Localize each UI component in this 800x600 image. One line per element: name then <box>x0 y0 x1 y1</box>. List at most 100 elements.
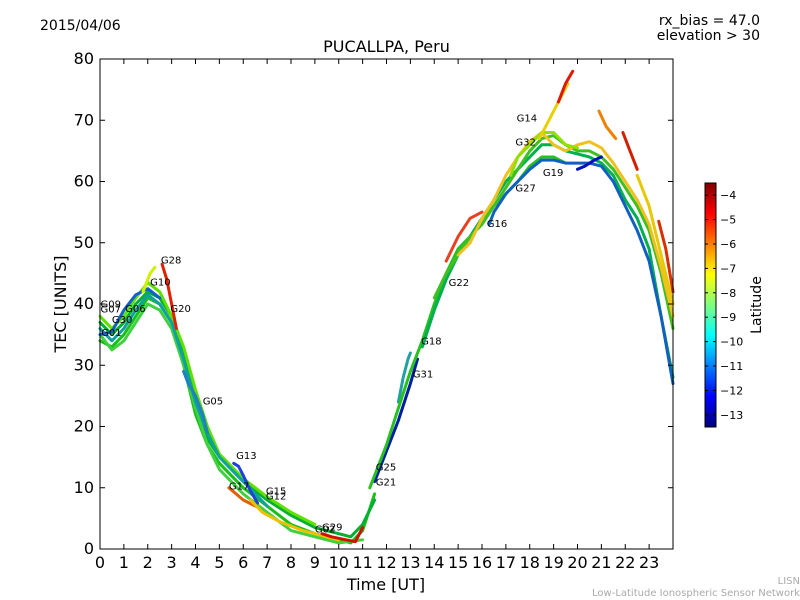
tec-series-line-24 <box>556 69 575 104</box>
x-tick-label: 19 <box>543 553 563 572</box>
sat-label-g15: G15 <box>266 487 286 498</box>
tec-series-line-25 <box>576 155 603 171</box>
sat-label-g22: G22 <box>449 278 469 289</box>
latitude-colorbar: −4 −5 −6 −7 −8 −9 −10 −11 −12 −13 <box>704 182 743 428</box>
tec-series-line-5 <box>98 293 269 508</box>
sat-label-g30: G30 <box>112 315 132 326</box>
colorbar-tick-label: −9 <box>720 311 736 324</box>
tec-series-line-27 <box>621 131 639 171</box>
tec-series-line-10 <box>232 461 260 505</box>
footer-network: Low-Latitude Ionospheric Sensor Network <box>592 588 800 599</box>
x-tick-label: 2 <box>143 553 153 572</box>
colorbar-tick-label: −13 <box>720 409 743 422</box>
tec-series-line-11 <box>227 486 257 508</box>
sat-label-g14: G14 <box>517 114 537 125</box>
y-tick-label: 30 <box>74 355 94 374</box>
x-tick-label: 20 <box>567 553 587 572</box>
sat-label-g19: G19 <box>543 168 563 179</box>
sat-label-g13: G13 <box>236 451 256 462</box>
colorbar-tick-label: −10 <box>720 336 743 349</box>
x-tick-label: 6 <box>238 553 248 572</box>
y-tick-label: 10 <box>74 478 94 497</box>
tec-series-line-6 <box>98 287 162 337</box>
sat-label-g02: G02 <box>315 525 335 536</box>
tec-series-line-16 <box>368 155 568 490</box>
y-axis-label: TEC [UNITS] <box>51 256 70 354</box>
x-tick-label: 4 <box>190 553 200 572</box>
colorbar-label: Latitude <box>749 276 765 334</box>
x-tick-label: 21 <box>591 553 611 572</box>
x-tick-label: 10 <box>329 553 349 572</box>
sat-label-g29: G29 <box>322 523 342 534</box>
plot-lines <box>98 69 675 545</box>
x-tick-label: 22 <box>615 553 635 572</box>
tec-series-line-4 <box>98 281 317 526</box>
sat-label-g18: G18 <box>421 336 441 347</box>
tec-series-line-2 <box>98 290 377 539</box>
colorbar-tick-label: −5 <box>720 214 736 227</box>
y-axis: 0 10 20 30 40 50 60 70 80 <box>74 49 673 558</box>
chart-title: PUCALLPA, Peru <box>323 37 450 56</box>
x-tick-label: 12 <box>376 553 396 572</box>
x-tick-label: 11 <box>352 553 372 572</box>
y-tick-label: 40 <box>74 294 94 313</box>
sat-label-g05: G05 <box>203 396 223 407</box>
tec-series-line-21 <box>487 158 675 386</box>
y-tick-label: 50 <box>74 233 94 252</box>
tec-series-line-20 <box>444 210 484 263</box>
sat-label-g21: G21 <box>376 477 396 488</box>
date-label: 2015/04/06 <box>40 18 121 34</box>
sat-label-g31: G31 <box>413 370 433 381</box>
sat-label-g10: G10 <box>150 278 170 289</box>
sat-label-g28: G28 <box>161 256 181 267</box>
y-tick-label: 0 <box>84 539 94 558</box>
footer: LISN Low-Latitude Ionospheric Sensor Net… <box>592 576 800 600</box>
tec-series-line-19 <box>456 131 675 318</box>
sat-label-g09: G09 <box>101 300 121 311</box>
sat-label-g20: G20 <box>170 304 190 315</box>
colorbar-tick-label: −6 <box>720 238 736 251</box>
sat-label-g17: G17 <box>229 482 249 493</box>
sat-label-g25: G25 <box>376 463 396 474</box>
x-tick-label: 1 <box>119 553 129 572</box>
rx-bias-label: rx_bias = 47.0 <box>658 13 760 29</box>
sat-label-g01: G01 <box>101 328 121 339</box>
tec-series-line-13 <box>320 526 365 544</box>
x-tick-label: 7 <box>262 553 272 572</box>
y-tick-label: 60 <box>74 172 94 191</box>
tec-series-line-26 <box>597 109 618 141</box>
y-tick-label: 80 <box>74 49 94 68</box>
tec-series-line-17 <box>420 143 675 379</box>
y-tick-label: 20 <box>74 417 94 436</box>
tec-series-line-3 <box>98 302 365 545</box>
x-axis-label: Time [UT] <box>346 575 425 594</box>
y-tick-label: 70 <box>74 110 94 129</box>
tec-series-line-8 <box>160 262 178 330</box>
tec-series-line-29 <box>657 219 675 294</box>
x-axis: 0 1 2 3 4 5 6 7 8 9 10 11 12 13 14 15 16 17 18 19 20 21 22 23 <box>95 59 659 572</box>
tec-series-line-15 <box>396 351 412 404</box>
colorbar-tick-label: −8 <box>720 287 736 300</box>
x-tick-label: 9 <box>310 553 320 572</box>
colorbar-gradient <box>704 182 717 428</box>
colorbar-tick-label: −4 <box>720 189 736 202</box>
colorbar-tick-label: −12 <box>720 384 743 397</box>
rx-info: rx_bias = 47.0 elevation > 30 <box>657 14 760 44</box>
colorbar-tick-label: −7 <box>720 262 736 275</box>
x-tick-label: 3 <box>167 553 177 572</box>
sat-label-g06: G06 <box>125 304 145 315</box>
x-tick-label: 5 <box>214 553 224 572</box>
sat-label-g07: G07 <box>101 305 121 316</box>
x-tick-label: 18 <box>520 553 540 572</box>
x-tick-label: 8 <box>286 553 296 572</box>
sat-label-g12: G12 <box>266 491 286 502</box>
tec-series-line-7 <box>141 265 157 294</box>
tec-series-line-9 <box>182 369 209 435</box>
sat-label-g27: G27 <box>515 183 535 194</box>
x-tick-label: 15 <box>448 553 468 572</box>
sat-label-g16: G16 <box>487 219 507 230</box>
tec-series-line-28 <box>635 173 675 306</box>
elevation-label: elevation > 30 <box>656 28 760 44</box>
